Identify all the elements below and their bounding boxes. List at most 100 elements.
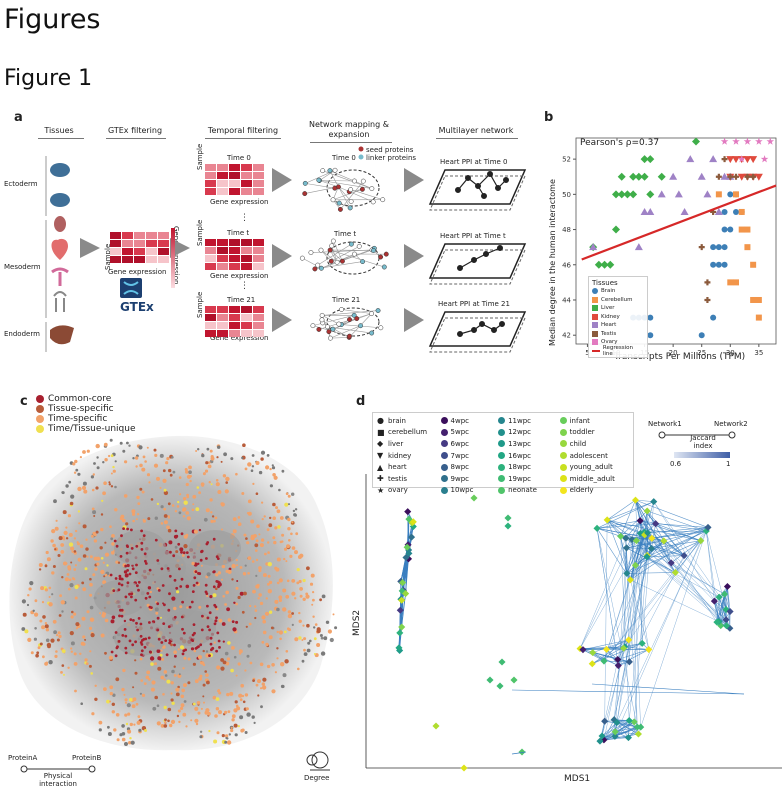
protein-node: [227, 641, 231, 645]
protein-node: [291, 492, 295, 496]
protein-node: [208, 611, 212, 615]
protein-node: [170, 698, 174, 702]
protein-node: [163, 520, 168, 525]
protein-node: [190, 638, 194, 642]
jaccard-min: 0.6: [670, 460, 682, 468]
protein-node: [188, 605, 192, 609]
protein-node: [175, 687, 180, 692]
protein-node: [73, 662, 78, 666]
protein-node: [182, 667, 185, 670]
protein-node: [182, 507, 187, 512]
protein-node: [215, 482, 220, 487]
network-node: [330, 326, 336, 332]
protein-node: [224, 734, 229, 738]
protein-node: [61, 576, 64, 579]
protein-node: [194, 679, 199, 684]
similarity-edge: [615, 726, 638, 733]
figure-title: Figure 1: [4, 66, 93, 91]
data-point: [629, 190, 638, 199]
protein-node: [100, 633, 105, 638]
protein-node: [67, 514, 71, 518]
protein-node: [45, 638, 50, 643]
protein-node: [212, 537, 216, 541]
col-header-gtex: GTEx filtering: [107, 126, 163, 135]
protein-node: [62, 510, 67, 515]
protein-node: [154, 695, 158, 700]
protein-node: [154, 453, 158, 457]
data-point: [640, 172, 649, 181]
protein-node: [99, 612, 102, 615]
similarity-edge: [592, 652, 618, 660]
heatmap-cell: [229, 263, 240, 270]
legend-text: Testis: [601, 330, 617, 337]
protein-node: [91, 507, 95, 511]
header-underline: [106, 138, 166, 139]
protein-node: [215, 649, 219, 653]
protein-node: [137, 715, 141, 718]
protein-node: [205, 508, 210, 513]
protein-node: [241, 694, 245, 698]
protein-node: [183, 683, 187, 688]
protein-node: [111, 542, 115, 546]
similarity-edge: [626, 530, 707, 549]
data-point: [749, 156, 758, 164]
protein-node: [135, 465, 138, 468]
protein-node: [274, 599, 279, 604]
protein-node: [215, 580, 219, 583]
protein-node: [173, 674, 177, 677]
protein-node: [247, 644, 252, 648]
network-node: [315, 262, 321, 268]
protein-node: [82, 481, 87, 486]
protein-node: [212, 585, 216, 589]
legend-entry: Kidney: [592, 313, 644, 322]
protein-node: [165, 461, 169, 465]
heatmap-cell: [217, 172, 228, 179]
flow-arrow: [404, 308, 424, 332]
protein-node: [110, 485, 114, 488]
protein-node: [140, 529, 144, 533]
protein-node: [163, 514, 168, 518]
protein-node: [128, 572, 132, 576]
protein-node: [41, 625, 46, 630]
protein-node: [167, 502, 171, 506]
protein-node: [172, 554, 176, 558]
protein-node: [297, 667, 300, 671]
protein-node: [163, 678, 166, 681]
protein-node: [294, 508, 298, 511]
protein-node: [301, 659, 305, 663]
data-point: [744, 173, 751, 180]
protein-node: [48, 602, 53, 607]
similarity-edge: [651, 523, 656, 549]
heatmap-cell: [241, 330, 252, 337]
protein-node: [80, 641, 85, 646]
protein-node: [206, 604, 209, 608]
protein-node: [144, 460, 147, 463]
protein-node: [195, 646, 199, 649]
data-point: [686, 155, 695, 163]
legend-time-entry: 7wpc: [440, 450, 493, 462]
protein-node: [195, 722, 199, 726]
protein-node: [82, 554, 87, 558]
protein-node: [260, 450, 266, 455]
protein-node: [167, 707, 172, 712]
protein-node: [186, 493, 190, 497]
similarity-edge: [579, 539, 633, 649]
protein-node: [67, 565, 71, 569]
protein-node: [115, 677, 120, 682]
legend-time-entry: adolescent: [559, 450, 629, 462]
protein-node: [200, 549, 204, 553]
protein-node: [212, 593, 217, 598]
protein-node: [189, 475, 192, 478]
legend-time-entry: infant: [559, 415, 629, 427]
protein-node: [167, 515, 170, 518]
data-point: [634, 172, 643, 181]
protein-node: [265, 597, 268, 600]
protein-node: [86, 610, 90, 614]
protein-node: [123, 619, 127, 623]
legend-swatch: [592, 296, 598, 303]
protein-node: [186, 516, 191, 521]
kidney-icon: [54, 216, 66, 232]
protein-node: [104, 541, 107, 544]
protein-node: [237, 662, 241, 666]
protein-node: [163, 490, 169, 496]
